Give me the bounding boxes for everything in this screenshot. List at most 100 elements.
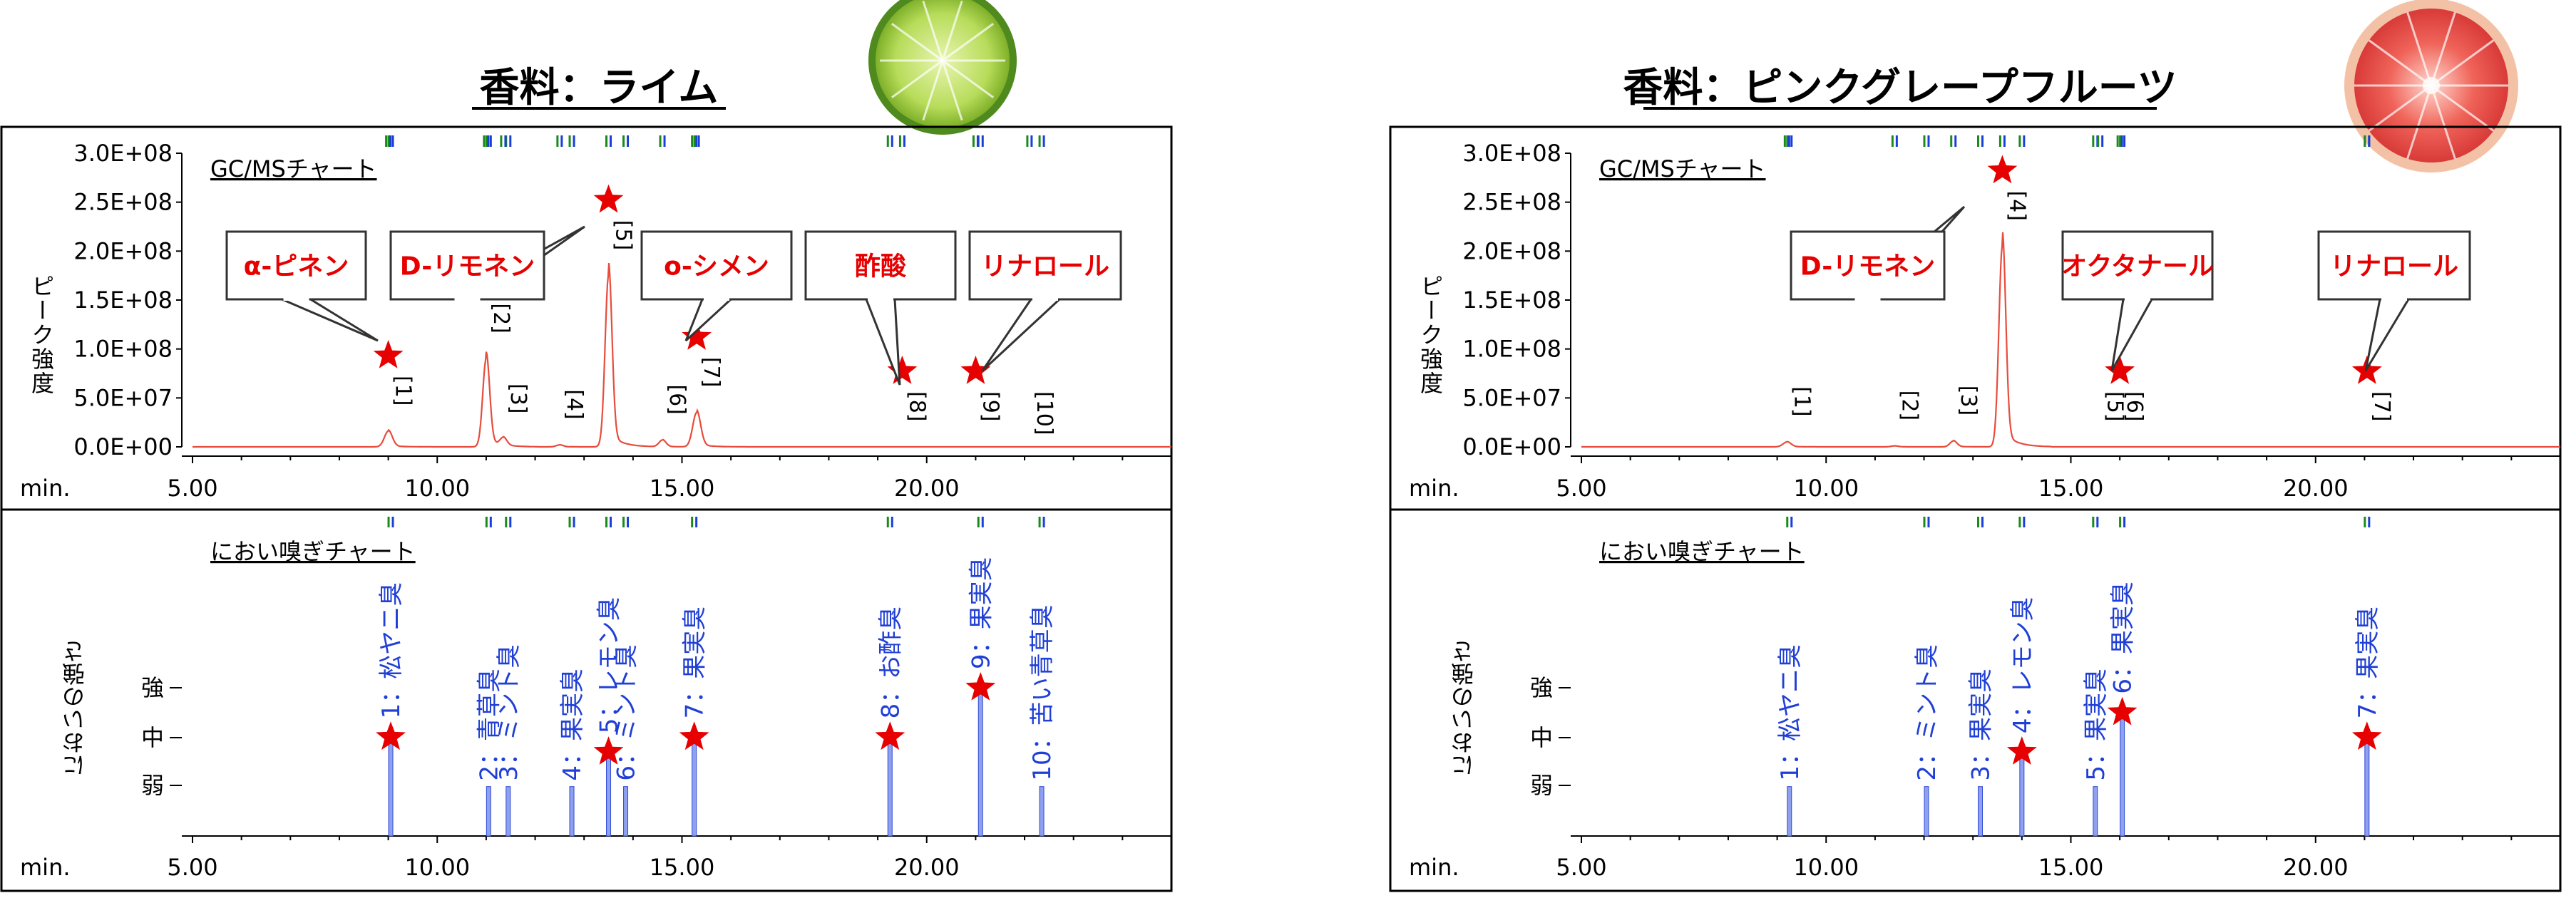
gc-y-tick-label: 5.0E+07 — [1462, 384, 1561, 411]
gc-min-label: min. — [1409, 475, 1459, 502]
peak-label: [6] — [2122, 391, 2147, 422]
odor-subtitle: におい嗅ぎチャート — [1599, 538, 1805, 565]
peak-label: [3] — [1956, 386, 1981, 416]
odor-bar — [606, 751, 612, 837]
gc-y-tick-label: 0.0E+00 — [1462, 433, 1561, 460]
callout-pointer — [2110, 298, 2154, 371]
odor-bar — [2120, 712, 2125, 837]
odor-bar — [977, 687, 983, 837]
odor-bar — [388, 736, 394, 837]
odor-ylabel: においの強さ — [61, 640, 88, 777]
peak-label: [4] — [2004, 190, 2029, 221]
callout-box — [389, 230, 545, 301]
segment-line — [2430, 11, 2456, 86]
segment-line — [2368, 39, 2432, 87]
odor-label: 3：ミント臭 — [495, 644, 523, 781]
gc-x-tick-label: 20.00 — [2283, 475, 2349, 502]
odor-bar — [569, 786, 575, 837]
gc-y-tick-label: 1.5E+08 — [1462, 287, 1561, 314]
peak-label: [1] — [1789, 386, 1814, 417]
odor-bar — [1039, 786, 1045, 837]
gc-y-tick-label: 3.0E+08 — [73, 140, 173, 167]
lime-photo — [868, 0, 1017, 135]
odor-star — [2351, 721, 2382, 750]
segment-line — [941, 60, 963, 121]
odor-frame — [0, 508, 1173, 892]
odor-bar — [2093, 786, 2098, 837]
odor-label: 7：果実臭 — [681, 607, 709, 719]
odor-frame — [1389, 508, 2562, 892]
odor-label: 2：青草臭 — [475, 669, 503, 781]
callout-label: オクタナール — [2061, 252, 2214, 282]
callout-label: o-シメン — [664, 252, 769, 282]
odor-star — [2006, 736, 2037, 765]
odor-level-label: 弱 — [1530, 772, 1553, 799]
peak-star — [2105, 356, 2135, 384]
peak-label: [6] — [664, 384, 689, 415]
odor-bar — [692, 736, 697, 837]
odor-x-tick-label: 20.00 — [2283, 854, 2349, 881]
callout-label: リナロール — [2330, 252, 2458, 282]
segment-line — [942, 23, 995, 62]
segment-line — [891, 23, 943, 62]
odor-x-tick-label: 15.00 — [650, 854, 715, 881]
callout-box — [2061, 230, 2214, 301]
callout-pointer — [864, 298, 901, 386]
segment-line — [891, 59, 943, 98]
odor-label: 1：松ヤニ臭 — [1776, 644, 1805, 781]
odor-star — [593, 736, 624, 765]
odor-level-label: 中 — [1530, 724, 1553, 751]
peak-star — [1987, 155, 2018, 184]
odor-level-label: 強 — [1530, 674, 1553, 701]
odor-label: 5：果実臭 — [2082, 669, 2110, 781]
panel-title: 香料：ピンクグレープフルーツ — [1623, 65, 2177, 111]
odor-min-label: min. — [1409, 854, 1459, 881]
odor-label: 3：果実臭 — [1966, 669, 1995, 781]
gc-subtitle: GC/MSチャート — [210, 155, 377, 182]
gc-x-tick-label: 20.00 — [894, 475, 960, 502]
gc-x-tick-label: 10.00 — [1793, 475, 1859, 502]
gc-y-tick-label: 1.0E+08 — [1462, 336, 1561, 363]
odor-star — [376, 721, 406, 750]
callout-box — [225, 230, 367, 301]
odor-label: 7：果実臭 — [2354, 607, 2382, 719]
gc-y-tick-label: 2.5E+08 — [73, 189, 173, 216]
panel-title: 香料：ライム — [480, 65, 719, 111]
gc-y-tick-label: 5.0E+07 — [73, 384, 173, 411]
peak-label: [8] — [904, 391, 929, 422]
peak-label: [4] — [562, 389, 587, 420]
gc-trace — [1581, 232, 2560, 448]
gc-trace — [193, 263, 1171, 448]
callout-pointer — [2364, 298, 2411, 371]
odor-bar — [1977, 786, 1983, 837]
peak-label: [2] — [488, 303, 513, 334]
peak-label: [3] — [506, 383, 530, 414]
peak-star — [593, 184, 624, 213]
odor-x-tick-label: 5.00 — [167, 854, 217, 881]
odor-level-label: 強 — [141, 674, 164, 701]
segment-line — [2406, 85, 2433, 160]
callout-label: D-リモネン — [400, 252, 535, 282]
segment-line — [922, 60, 944, 121]
gc-y-tick-label: 2.0E+08 — [1462, 237, 1561, 264]
gc-ylabel: ピーク強度 — [28, 274, 55, 396]
peak-label: [1] — [391, 376, 416, 406]
odor-bar — [887, 736, 893, 837]
peak-label: [5] — [2103, 391, 2128, 422]
callout-label: リナロール — [981, 252, 1109, 282]
callout-pointer — [281, 298, 379, 342]
odor-bar — [2364, 736, 2370, 837]
gc-x-tick-label: 10.00 — [404, 475, 470, 502]
odor-bar — [506, 786, 511, 837]
odor-label: 8：お酢臭 — [876, 607, 905, 719]
peak-label: [5] — [611, 220, 636, 251]
gc-x-tick-label: 15.00 — [650, 475, 715, 502]
gc-ylabel: ピーク強度 — [1417, 274, 1444, 396]
callout-label: 酢酸 — [855, 252, 906, 282]
peak-label: [7] — [699, 357, 724, 388]
odor-label: 6：ミント臭 — [612, 644, 641, 781]
segment-line — [942, 59, 995, 98]
odor-x-tick-label: 15.00 — [2038, 854, 2104, 881]
